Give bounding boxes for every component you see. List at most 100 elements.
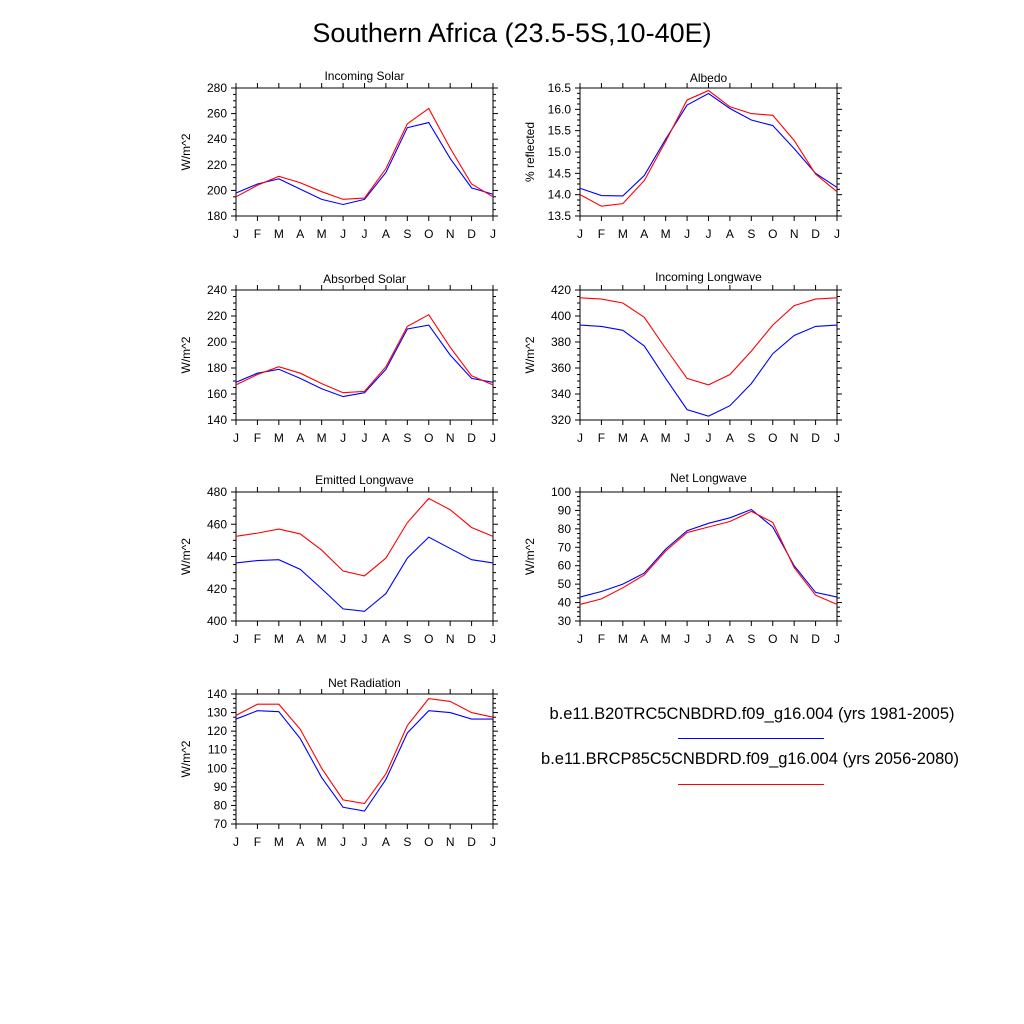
x-tick-label: O	[424, 227, 433, 241]
y-axis-label: W/m^2	[179, 336, 193, 373]
x-tick-label: F	[598, 431, 605, 445]
plot-frame	[579, 491, 838, 622]
x-tick-label: J	[834, 632, 840, 646]
x-tick-label: D	[811, 632, 820, 646]
y-tick-label: 340	[551, 387, 571, 401]
x-tick-label: D	[467, 431, 476, 445]
x-tick-label: J	[706, 227, 712, 241]
x-tick-label: J	[577, 227, 583, 241]
x-tick-label: N	[446, 835, 455, 849]
x-tick-label: J	[490, 632, 496, 646]
x-tick-label: O	[768, 227, 777, 241]
x-tick-label: D	[467, 227, 476, 241]
plot-frame	[235, 491, 494, 622]
legend-label-series-2: b.e11.BRCP85C5CNBDRD.f09_g16.004 (yrs 20…	[541, 750, 959, 768]
y-tick-label: 380	[551, 335, 571, 349]
x-tick-label: N	[790, 632, 799, 646]
plot-frame	[235, 87, 494, 217]
x-tick-label: J	[684, 431, 690, 445]
x-tick-label: J	[362, 227, 368, 241]
y-tick-label: 160	[207, 387, 227, 401]
x-tick-label: S	[747, 227, 755, 241]
y-tick-label: 360	[551, 361, 571, 375]
y-tick-label: 420	[207, 582, 227, 596]
y-tick-label: 140	[207, 413, 227, 427]
y-tick-label: 70	[558, 540, 572, 554]
panel-title: Emitted Longwave	[315, 473, 414, 487]
plot-frame	[235, 289, 494, 421]
panel-title: Incoming Longwave	[655, 270, 762, 284]
panel-title: Incoming Solar	[324, 69, 404, 83]
series-line-2	[579, 89, 838, 207]
x-tick-label: J	[340, 835, 346, 849]
y-tick-label: 70	[214, 817, 228, 831]
x-tick-label: J	[233, 431, 239, 445]
y-tick-label: 240	[207, 132, 227, 146]
y-tick-label: 280	[207, 81, 227, 95]
x-tick-label: M	[317, 227, 327, 241]
x-tick-label: M	[618, 632, 628, 646]
y-tick-label: 15.0	[548, 145, 572, 159]
y-tick-label: 400	[551, 309, 571, 323]
panel-title: Net Longwave	[670, 471, 747, 485]
x-tick-label: J	[362, 431, 368, 445]
series-line-2	[579, 510, 838, 605]
x-tick-label: S	[403, 632, 411, 646]
x-tick-label: J	[684, 632, 690, 646]
y-tick-label: 320	[551, 413, 571, 427]
x-tick-label: A	[726, 431, 734, 445]
x-tick-label: D	[467, 632, 476, 646]
chart-panel-albedo: Albedo % reflected 13.5 14.0 14.5 15.0 15.5 16.…	[523, 71, 842, 241]
y-tick-label: 260	[207, 107, 227, 121]
y-tick-label: 100	[551, 485, 571, 499]
y-tick-label: 16.5	[548, 81, 572, 95]
x-tick-label: J	[684, 227, 690, 241]
x-tick-label: J	[834, 431, 840, 445]
y-tick-label: 220	[207, 158, 227, 172]
y-tick-label: 100	[207, 761, 227, 775]
x-tick-label: J	[706, 431, 712, 445]
x-tick-label: F	[598, 632, 605, 646]
y-tick-label: 220	[207, 309, 227, 323]
y-tick-label: 80	[558, 522, 572, 536]
x-tick-label: S	[403, 835, 411, 849]
y-tick-label: 420	[551, 283, 571, 297]
x-tick-label: A	[382, 632, 390, 646]
y-tick-label: 140	[207, 687, 227, 701]
y-tick-label: 90	[214, 780, 228, 794]
x-tick-label: O	[424, 431, 433, 445]
y-tick-label: 240	[207, 283, 227, 297]
x-tick-label: J	[490, 227, 496, 241]
x-tick-label: M	[274, 431, 284, 445]
y-axis-label: W/m^2	[523, 538, 537, 575]
x-tick-label: D	[467, 835, 476, 849]
x-tick-label: M	[274, 632, 284, 646]
x-tick-label: O	[768, 632, 777, 646]
x-tick-label: N	[446, 632, 455, 646]
y-tick-label: 16.0	[548, 102, 572, 116]
panel-title: Net Radiation	[328, 676, 401, 690]
x-tick-label: O	[424, 835, 433, 849]
y-tick-label: 180	[207, 361, 227, 375]
y-tick-label: 60	[558, 559, 572, 573]
y-tick-label: 110	[208, 743, 227, 757]
x-tick-label: M	[618, 227, 628, 241]
x-tick-label: O	[424, 632, 433, 646]
x-tick-label: S	[403, 227, 411, 241]
x-tick-label: J	[834, 227, 840, 241]
panel-title: Albedo	[690, 71, 728, 85]
y-tick-label: 120	[207, 724, 227, 738]
x-tick-label: J	[490, 835, 496, 849]
y-tick-label: 200	[207, 183, 227, 197]
series-line-1	[579, 324, 838, 417]
legend-label-series-1: b.e11.B20TRC5CNBDRD.f09_g16.004 (yrs 198…	[549, 705, 955, 723]
x-tick-label: J	[340, 632, 346, 646]
y-tick-label: 180	[207, 209, 227, 223]
main-title: Southern Africa (23.5-5S,10-40E)	[312, 18, 712, 48]
x-tick-label: S	[403, 431, 411, 445]
